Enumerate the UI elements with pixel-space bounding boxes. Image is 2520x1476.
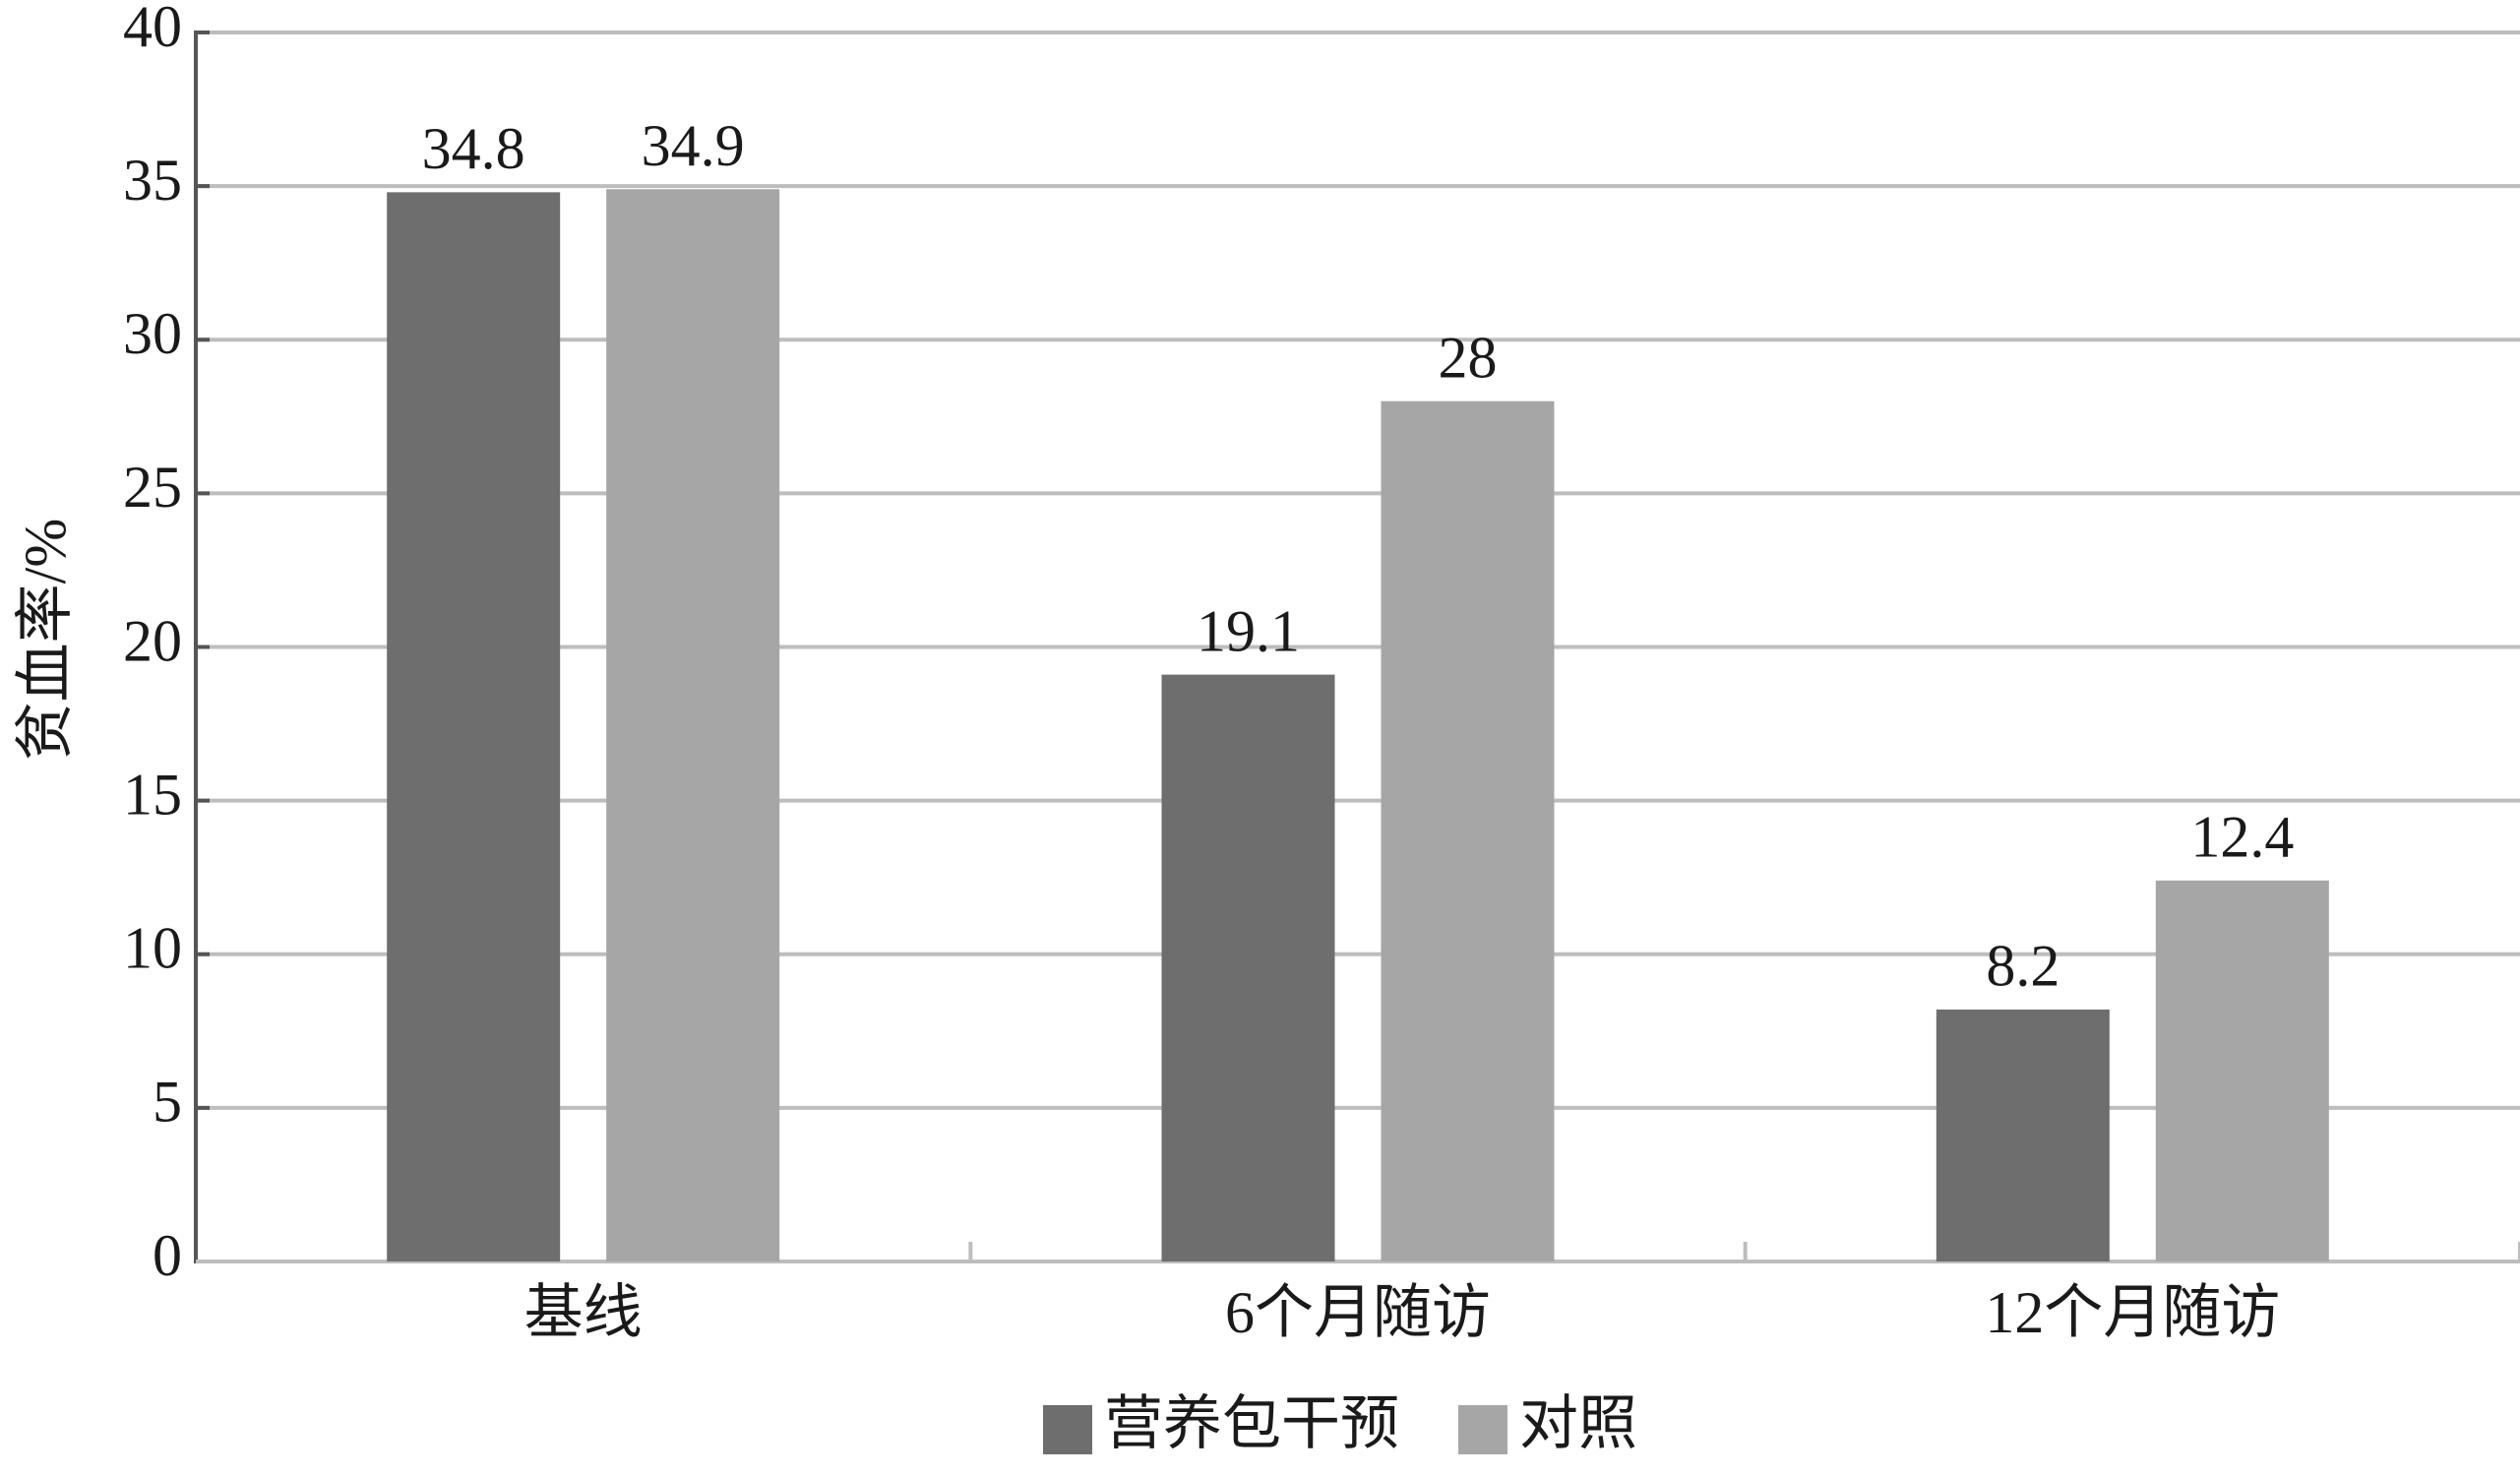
data-label: 12.4 [2190, 805, 2294, 870]
data-label: 28 [1439, 325, 1498, 390]
legend-label: 营养包干预 [1104, 1391, 1399, 1456]
y-tick-label: 20 [123, 608, 182, 673]
y-tick-label: 5 [153, 1070, 182, 1135]
data-label: 34.8 [422, 116, 525, 181]
data-label: 34.9 [642, 113, 745, 178]
y-tick-label: 15 [123, 762, 182, 827]
bar [1161, 674, 1335, 1261]
bar [1936, 1009, 2110, 1261]
y-axis-label: 贫血率/% [13, 519, 78, 762]
x-tick-label: 基线 [524, 1280, 643, 1345]
y-tick-label: 30 [123, 301, 182, 366]
legend-swatch [1043, 1405, 1092, 1454]
bar [2155, 880, 2329, 1261]
bar [387, 192, 561, 1261]
x-tick-label: 12个月随访 [1985, 1280, 2280, 1345]
legend-label: 对照 [1519, 1391, 1637, 1456]
y-tick-label: 0 [153, 1223, 182, 1288]
data-label: 19.1 [1197, 598, 1300, 663]
bar [606, 189, 780, 1261]
y-tick-label: 35 [123, 148, 182, 213]
legend-swatch [1458, 1405, 1507, 1454]
y-tick-label: 40 [123, 0, 182, 59]
data-label: 8.2 [1986, 934, 2059, 999]
y-tick-label: 10 [123, 916, 182, 981]
bar [1381, 400, 1555, 1261]
y-tick-label: 25 [123, 455, 182, 520]
x-tick-label: 6个月随访 [1225, 1280, 1491, 1345]
